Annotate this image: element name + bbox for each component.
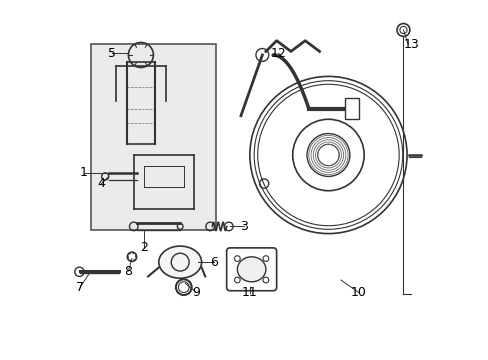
Text: 4: 4 (98, 177, 105, 190)
FancyBboxPatch shape (226, 248, 276, 291)
Text: 11: 11 (242, 286, 257, 299)
Text: 8: 8 (124, 265, 132, 278)
Bar (344, 98, 358, 119)
Text: 5: 5 (108, 47, 116, 60)
Text: 3: 3 (240, 220, 248, 233)
Text: 1: 1 (80, 166, 87, 179)
Text: 6: 6 (210, 256, 218, 269)
Ellipse shape (237, 257, 265, 282)
Text: 9: 9 (192, 286, 200, 299)
Text: 2: 2 (140, 241, 148, 255)
Bar (91, 44, 216, 230)
Ellipse shape (159, 246, 201, 278)
Text: 7: 7 (76, 281, 84, 294)
Text: 12: 12 (270, 47, 286, 60)
Text: 10: 10 (350, 286, 366, 299)
Text: 13: 13 (403, 38, 418, 51)
